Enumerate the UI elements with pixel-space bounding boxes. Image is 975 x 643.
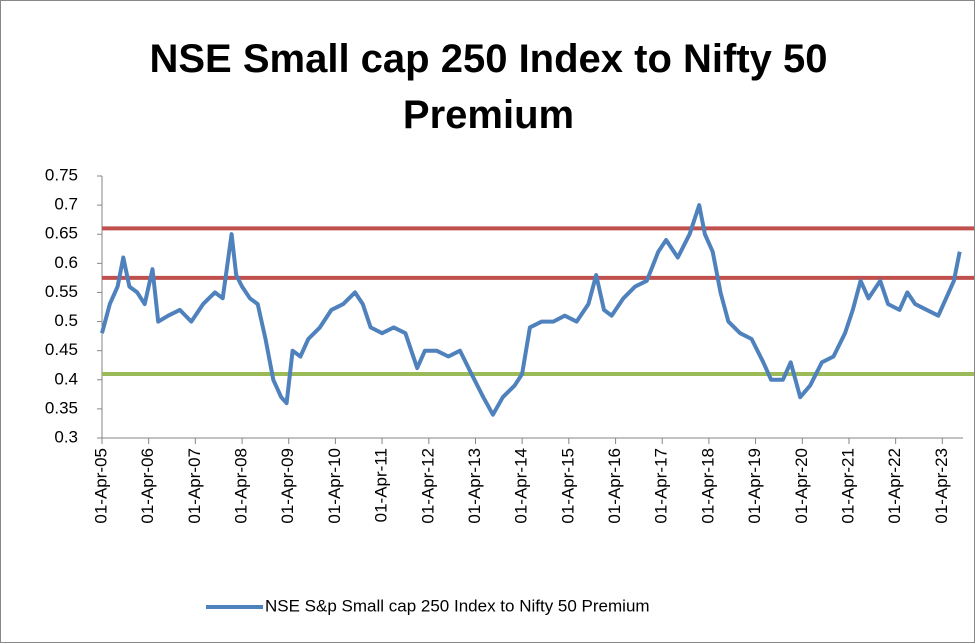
x-tick-label: 01-Apr-21: [838, 448, 857, 524]
x-tick-label: 01-Apr-23: [932, 448, 951, 524]
y-tick-label: 0.75: [45, 165, 78, 184]
x-tick-label: 01-Apr-15: [558, 448, 577, 524]
x-tick-label: 01-Apr-16: [605, 448, 624, 524]
x-tick-label: 01-Apr-17: [652, 448, 671, 524]
x-tick-label: 01-Apr-11: [372, 448, 391, 522]
x-tick-label: 01-Apr-10: [325, 448, 344, 524]
x-tick-label: 01-Apr-07: [185, 448, 204, 524]
x-tick-label: 01-Apr-14: [512, 448, 531, 524]
x-tick-label: 01-Apr-05: [91, 448, 110, 524]
y-tick-label: 0.35: [45, 398, 78, 417]
x-tick-label: 01-Apr-12: [418, 448, 437, 524]
y-tick-label: 0.5: [54, 311, 78, 330]
x-tick-label: 01-Apr-20: [792, 448, 811, 524]
x-tick-label: 01-Apr-13: [465, 448, 484, 524]
data-line: [100, 203, 962, 417]
y-tick-label: 0.45: [45, 340, 78, 359]
y-tick-label: 0.6: [54, 253, 78, 272]
x-tick-label: 01-Apr-06: [138, 448, 157, 524]
y-tick-label: 0.65: [45, 224, 78, 243]
y-tick-label: 0.3: [54, 427, 78, 446]
x-tick-label: 01-Apr-22: [885, 448, 904, 524]
legend-label: NSE S&p Small cap 250 Index to Nifty 50 …: [265, 596, 650, 615]
chart-title: NSE Small cap 250 Index to Nifty 50 Prem…: [149, 37, 828, 137]
y-tick-label: 0.55: [45, 282, 78, 301]
x-tick-label: 01-Apr-08: [232, 448, 251, 524]
x-tick-label: 01-Apr-19: [745, 448, 764, 524]
y-tick-label: 0.7: [54, 195, 78, 214]
x-tick-label: 01-Apr-09: [278, 448, 297, 524]
x-tick-label: 01-Apr-18: [698, 448, 717, 524]
y-tick-label: 0.4: [54, 369, 78, 388]
